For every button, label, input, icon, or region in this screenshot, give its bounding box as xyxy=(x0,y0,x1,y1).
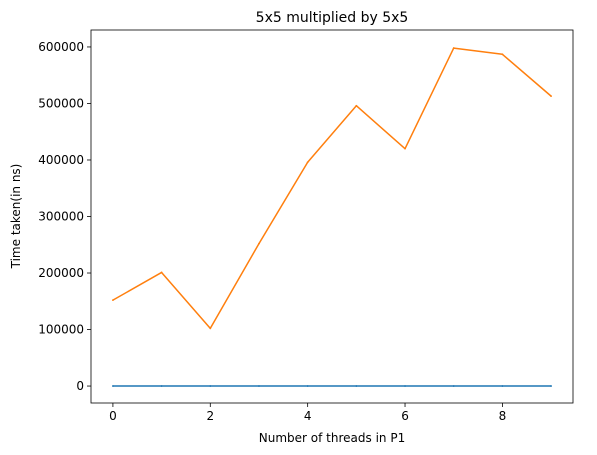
x-tick-label: 0 xyxy=(109,409,117,423)
y-tick-label: 200000 xyxy=(38,266,84,280)
data-point-0-9 xyxy=(550,385,552,387)
data-point-1-6 xyxy=(404,147,406,150)
y-tick-label: 300000 xyxy=(38,210,84,224)
data-point-1-5 xyxy=(355,104,358,107)
data-point-1-8 xyxy=(501,53,504,56)
data-point-1-2 xyxy=(209,327,212,330)
y-axis-ticks: 0 100000 200000 300000 400000 500000 600000 xyxy=(38,40,91,393)
y-tick-label: 100000 xyxy=(38,323,84,337)
data-point-1-9 xyxy=(550,95,552,98)
y-tick-label: 500000 xyxy=(38,96,84,110)
data-point-0-7 xyxy=(452,385,455,387)
data-point-1-4 xyxy=(306,161,309,164)
data-point-0-3 xyxy=(258,385,260,387)
series-line-1 xyxy=(112,47,552,330)
data-point-0-1 xyxy=(160,385,163,387)
data-point-1-1 xyxy=(160,271,163,274)
data-point-0-4 xyxy=(306,385,309,387)
axes-frame xyxy=(90,29,574,404)
data-point-1-7 xyxy=(452,47,455,49)
data-point-0-5 xyxy=(355,385,358,387)
data-point-1-3 xyxy=(258,242,260,245)
data-point-0-2 xyxy=(209,385,212,387)
y-tick-label: 0 xyxy=(76,379,84,393)
chart-title: 5x5 multiplied by 5x5 xyxy=(256,10,409,26)
y-tick-label: 600000 xyxy=(38,40,84,54)
x-tick-label: 8 xyxy=(499,409,507,423)
data-point-0-6 xyxy=(404,385,406,387)
x-axis-ticks: 0 2 4 6 8 xyxy=(109,403,506,423)
x-tick-label: 6 xyxy=(401,409,409,423)
x-tick-label: 4 xyxy=(304,409,312,423)
y-tick-label: 400000 xyxy=(38,153,84,167)
y-axis-label: Time taken(in ns) xyxy=(9,164,23,270)
data-point-1-0 xyxy=(112,299,114,302)
x-tick-label: 2 xyxy=(206,409,214,423)
x-axis-label: Number of threads in P1 xyxy=(259,431,405,445)
plot-area xyxy=(112,47,552,387)
data-point-0-8 xyxy=(501,385,504,387)
data-point-0-0 xyxy=(112,385,114,387)
